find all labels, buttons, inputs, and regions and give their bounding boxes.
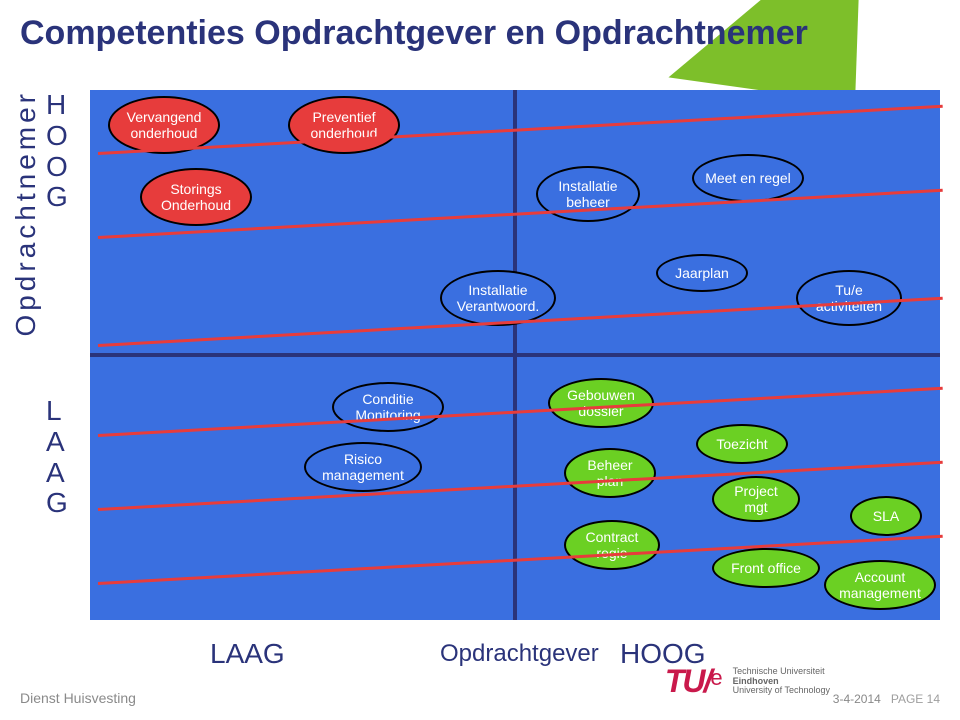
quadrant-divider-horizontal — [90, 353, 940, 357]
x-axis-low: LAAG — [210, 638, 285, 670]
node-project-mgt: Project mgt — [712, 476, 800, 522]
tue-logo-e: e — [710, 665, 722, 691]
node-preventief: Preventief onderhoud — [288, 96, 400, 154]
tue-logo-text: Technische Universiteit Eindhoven Univer… — [733, 667, 830, 697]
footer-dept: Dienst Huisvesting — [20, 690, 136, 706]
node-meet-regel: Meet en regel — [692, 154, 804, 202]
node-beheer-plan: Beheer plan — [564, 448, 656, 498]
node-tue-act: Tu/e activiteiten — [796, 270, 902, 326]
node-front-office: Front office — [712, 548, 820, 588]
y-axis-label: Opdrachtnemer — [10, 90, 42, 337]
tue-line3: University of Technology — [733, 686, 830, 696]
node-toezicht: Toezicht — [696, 424, 788, 464]
page-title: Competenties Opdrachtgever en Opdrachtne… — [20, 14, 808, 53]
tue-logo-mark: TU/ — [665, 663, 711, 700]
y-axis-high: H O O G — [46, 90, 68, 213]
x-axis-label: Opdrachtgever — [440, 640, 599, 668]
node-account-mgmt: Account management — [824, 560, 936, 610]
node-installatie-verantwoord: Installatie Verantwoord. — [440, 270, 556, 326]
node-sla: SLA — [850, 496, 922, 536]
tue-logo: TU/ e Technische Universiteit Eindhoven … — [665, 663, 830, 700]
footer-page-num: PAGE 14 — [891, 692, 940, 706]
node-conditie: Conditie Monitoring — [332, 382, 444, 432]
footer-date: 3-4-2014 — [833, 692, 881, 706]
node-storings: Storings Onderhoud — [140, 168, 252, 226]
node-risico: Risico management — [304, 442, 422, 492]
node-contract-regie: Contract regie — [564, 520, 660, 570]
node-jaarplan: Jaarplan — [656, 254, 748, 292]
footer-page: 3-4-2014 PAGE 14 — [833, 692, 940, 706]
y-axis-low: L A A G — [46, 396, 68, 519]
